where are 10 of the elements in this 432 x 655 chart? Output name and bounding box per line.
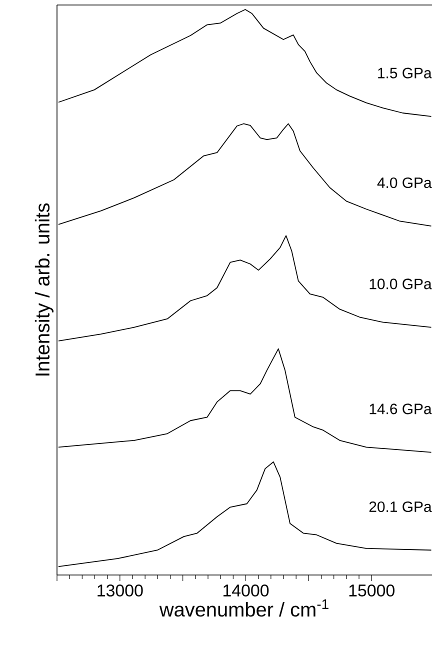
text: 14.6 GPa	[370, 404, 432, 414]
x-tick-label: 13000	[98, 584, 143, 596]
x-tick-label: 14000	[224, 584, 269, 596]
y-axis-title: Intensity / arb. units	[34, 203, 54, 376]
x-tick-label: 15000	[349, 584, 394, 596]
series-label: 1.5 GPa	[378, 68, 432, 78]
series-label: 10.0 GPa	[370, 278, 432, 290]
series-label: 4.0 GPa	[377, 177, 432, 188]
x-axis-title: wavenumber / cm$^{-1}$	[159, 599, 328, 617]
text: 20.1 GPa	[369, 501, 432, 512]
